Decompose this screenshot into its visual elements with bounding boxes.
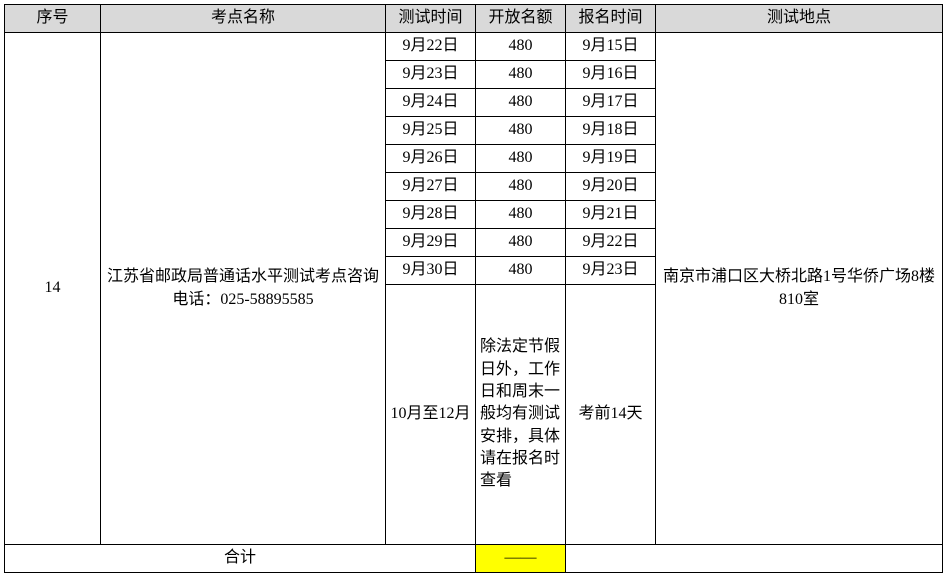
- location-cell: 南京市浦口区大桥北路1号华侨广场8楼810室: [656, 33, 943, 545]
- test-time-cell: 9月22日: [386, 33, 476, 61]
- header-test-time: 测试时间: [386, 5, 476, 33]
- table-row: 14 江苏省邮政局普通话水平测试考点咨询电话：025-58895585 9月22…: [5, 33, 943, 61]
- test-time-cell: 9月28日: [386, 201, 476, 229]
- test-time-cell: 9月23日: [386, 61, 476, 89]
- site-name-cell: 江苏省邮政局普通话水平测试考点咨询电话：025-58895585: [101, 33, 386, 545]
- total-dash-cell: ——: [476, 545, 566, 573]
- test-time-cell: 9月29日: [386, 229, 476, 257]
- quota-cell: 480: [476, 257, 566, 285]
- header-reg-time: 报名时间: [566, 5, 656, 33]
- reg-time-cell: 9月23日: [566, 257, 656, 285]
- total-label-cell: 合计: [5, 545, 476, 573]
- reg-time-cell: 9月15日: [566, 33, 656, 61]
- exam-schedule-table: 序号 考点名称 测试时间 开放名额 报名时间 测试地点 14 江苏省邮政局普通话…: [4, 4, 943, 573]
- total-empty-cell: [566, 545, 943, 573]
- reg-time-cell: 9月19日: [566, 145, 656, 173]
- quota-note-cell: 除法定节假日外，工作日和周末一般均有测试安排，具体请在报名时查看: [476, 285, 566, 545]
- quota-cell: 480: [476, 145, 566, 173]
- quota-cell: 480: [476, 33, 566, 61]
- quota-cell: 480: [476, 89, 566, 117]
- reg-time-cell: 9月21日: [566, 201, 656, 229]
- quota-cell: 480: [476, 229, 566, 257]
- test-time-cell: 9月30日: [386, 257, 476, 285]
- total-row: 合计 ——: [5, 545, 943, 573]
- table-header-row: 序号 考点名称 测试时间 开放名额 报名时间 测试地点: [5, 5, 943, 33]
- quota-cell: 480: [476, 173, 566, 201]
- seq-cell: 14: [5, 33, 101, 545]
- test-time-cell: 9月24日: [386, 89, 476, 117]
- header-location: 测试地点: [656, 5, 943, 33]
- quota-cell: 480: [476, 61, 566, 89]
- test-time-cell: 9月25日: [386, 117, 476, 145]
- quota-cell: 480: [476, 117, 566, 145]
- reg-time-cell: 9月16日: [566, 61, 656, 89]
- header-quota: 开放名额: [476, 5, 566, 33]
- test-time-cell: 10月至12月: [386, 285, 476, 545]
- header-seq: 序号: [5, 5, 101, 33]
- reg-time-cell: 9月17日: [566, 89, 656, 117]
- test-time-cell: 9月26日: [386, 145, 476, 173]
- reg-time-cell: 9月18日: [566, 117, 656, 145]
- quota-cell: 480: [476, 201, 566, 229]
- test-time-cell: 9月27日: [386, 173, 476, 201]
- reg-time-cell: 9月20日: [566, 173, 656, 201]
- reg-time-cell: 9月22日: [566, 229, 656, 257]
- reg-time-cell: 考前14天: [566, 285, 656, 545]
- header-name: 考点名称: [101, 5, 386, 33]
